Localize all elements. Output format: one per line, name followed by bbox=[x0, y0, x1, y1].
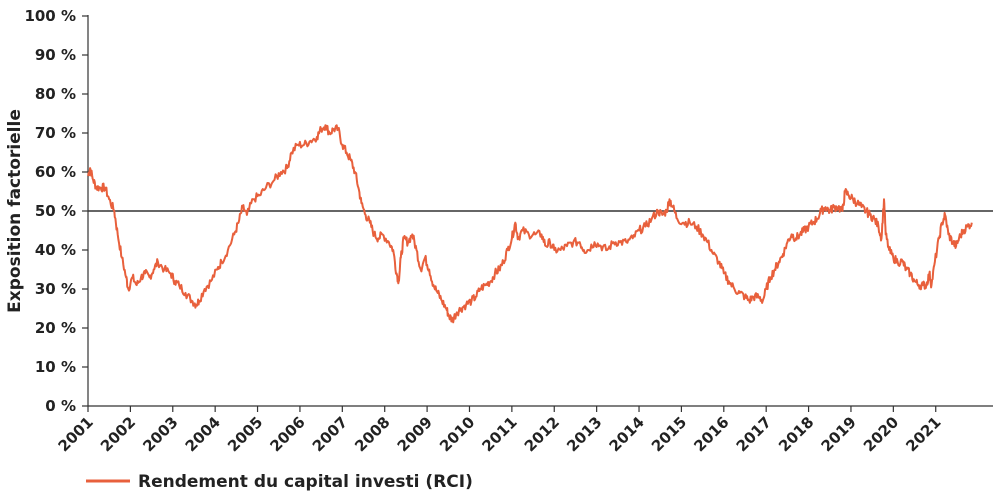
x-tick-label: 2012 bbox=[521, 413, 563, 455]
y-tick-label: 80 % bbox=[35, 85, 76, 103]
x-tick-label: 2009 bbox=[394, 413, 436, 455]
x-tick-label: 2003 bbox=[139, 413, 181, 455]
x-tick-label: 2007 bbox=[309, 413, 351, 455]
y-tick-label: 90 % bbox=[35, 46, 76, 64]
x-tick-label: 2015 bbox=[648, 413, 690, 455]
x-tick-label: 2020 bbox=[860, 413, 902, 455]
y-tick-label: 100 % bbox=[24, 7, 76, 25]
x-tick-label: 2017 bbox=[733, 413, 775, 455]
x-tick-label: 2013 bbox=[563, 413, 605, 455]
legend-label: Rendement du capital investi (RCI) bbox=[138, 472, 473, 492]
x-tick-label: 2005 bbox=[224, 413, 266, 455]
y-tick-label: 10 % bbox=[35, 358, 76, 376]
y-tick-label: 50 % bbox=[35, 202, 76, 220]
x-tick-label: 2021 bbox=[902, 413, 944, 455]
x-tick-label: 2016 bbox=[690, 413, 732, 455]
legend: Rendement du capital investi (RCI) bbox=[86, 472, 473, 492]
y-tick-label: 40 % bbox=[35, 241, 76, 259]
x-tick-label: 2002 bbox=[97, 413, 139, 455]
x-axis-ticks: 2001 2002 2003 2004 2005 2006 2007 2008 2009 2010… bbox=[55, 406, 945, 455]
x-tick-label: 2010 bbox=[436, 413, 478, 455]
x-tick-label: 2004 bbox=[182, 413, 224, 455]
y-axis-title: Exposition factorielle bbox=[5, 109, 25, 313]
x-tick-label: 2006 bbox=[267, 413, 309, 455]
y-tick-label: 30 % bbox=[35, 280, 76, 298]
y-tick-label: 60 % bbox=[35, 163, 76, 181]
x-tick-label: 2018 bbox=[775, 413, 817, 455]
y-tick-label: 20 % bbox=[35, 319, 76, 337]
y-axis-ticks: 0 % 10 % 20 % 30 % 40 % 50 % 60 % 70 % 80 % 90 % 1… bbox=[24, 7, 88, 415]
x-tick-label: 2008 bbox=[351, 413, 393, 455]
y-tick-label: 0 % bbox=[45, 397, 76, 415]
x-tick-label: 2001 bbox=[55, 413, 97, 455]
x-tick-label: 2019 bbox=[818, 413, 860, 455]
x-tick-label: 2011 bbox=[478, 413, 520, 455]
x-tick-label: 2014 bbox=[606, 413, 648, 455]
series-line-rci bbox=[87, 124, 973, 324]
y-tick-label: 70 % bbox=[35, 124, 76, 142]
